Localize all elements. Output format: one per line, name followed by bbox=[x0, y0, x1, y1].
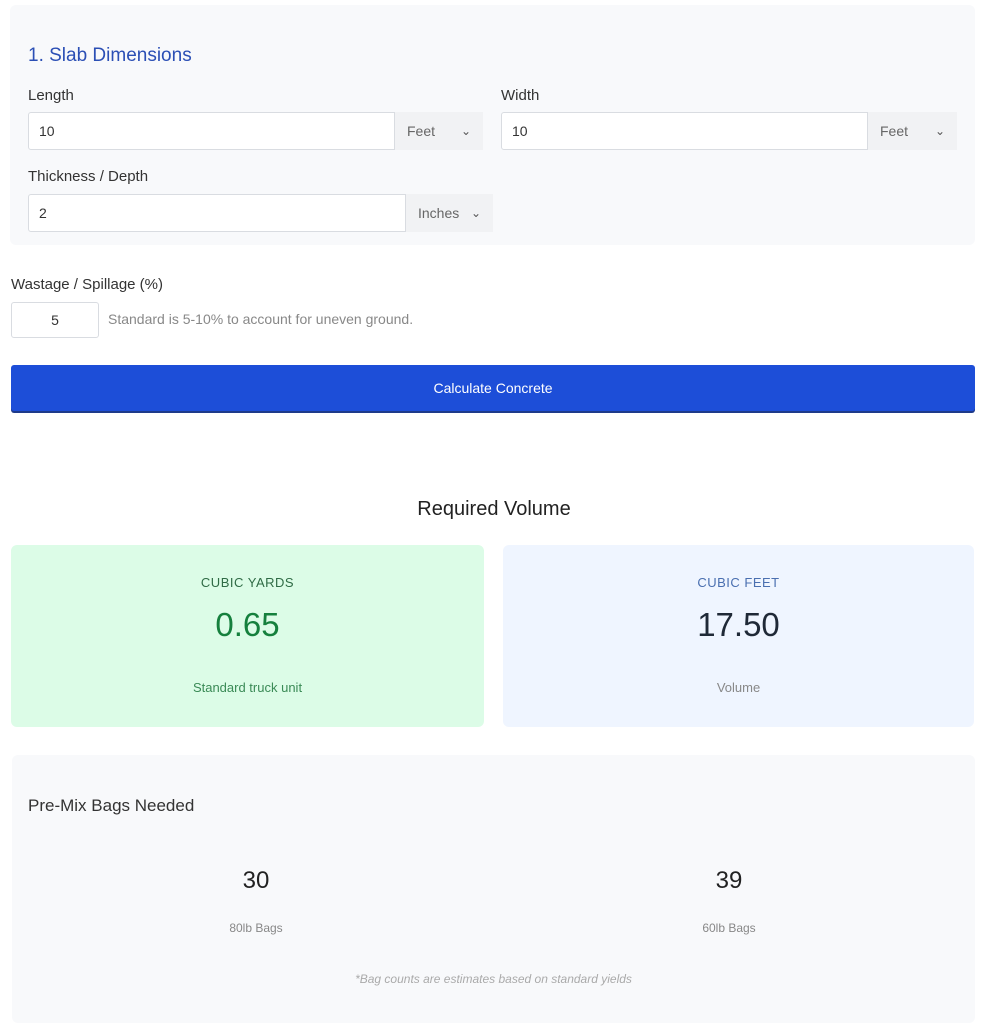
wastage-label: Wastage / Spillage (%) bbox=[11, 276, 164, 293]
bag-80lb: 30 80lb Bags bbox=[106, 867, 406, 935]
length-unit-select[interactable]: Feet ⌄ bbox=[395, 112, 483, 150]
cubic-feet-card: CUBIC FEET 17.50 Volume bbox=[503, 545, 974, 727]
length-unit: Feet bbox=[407, 123, 436, 139]
chevron-down-icon: ⌄ bbox=[470, 206, 481, 220]
width-label: Width bbox=[501, 87, 540, 104]
bag-80lb-count: 30 bbox=[242, 867, 270, 894]
section-title: 1. Slab Dimensions bbox=[28, 45, 192, 66]
wastage-input[interactable]: 5 bbox=[11, 302, 99, 338]
bag-60lb-label: 60lb Bags bbox=[702, 921, 756, 935]
bag-60lb: 39 60lb Bags bbox=[579, 867, 879, 935]
length-label: Length bbox=[28, 87, 74, 104]
thickness-input[interactable]: 2 bbox=[28, 194, 406, 232]
cubic-yards-value: 0.65 bbox=[215, 606, 280, 643]
bag-60lb-count: 39 bbox=[715, 867, 743, 894]
chevron-down-icon: ⌄ bbox=[460, 124, 471, 138]
cubic-feet-sub: Volume bbox=[716, 680, 761, 695]
cubic-feet-caption: CUBIC FEET bbox=[697, 575, 780, 590]
width-unit: Feet bbox=[880, 123, 909, 139]
width-input[interactable]: 10 bbox=[501, 112, 868, 150]
thickness-unit: Inches bbox=[418, 205, 460, 221]
bags-panel: Pre-Mix Bags Needed 30 80lb Bags 39 60lb… bbox=[12, 755, 975, 1023]
thickness-unit-select[interactable]: Inches ⌄ bbox=[406, 194, 493, 232]
results-title: Required Volume bbox=[417, 498, 571, 520]
thickness-label: Thickness / Depth bbox=[28, 168, 149, 185]
bags-title: Pre-Mix Bags Needed bbox=[28, 796, 195, 815]
cubic-yards-caption: CUBIC YARDS bbox=[200, 575, 295, 590]
cubic-yards-card: CUBIC YARDS 0.65 Standard truck unit bbox=[11, 545, 484, 727]
cubic-yards-sub: Standard truck unit bbox=[192, 680, 303, 695]
cubic-feet-value: 17.50 bbox=[697, 606, 780, 643]
bag-80lb-label: 80lb Bags bbox=[229, 921, 283, 935]
wastage-hint: Standard is 5-10% to account for uneven … bbox=[108, 311, 414, 327]
chevron-down-icon: ⌄ bbox=[934, 124, 945, 138]
calculate-button[interactable]: Calculate Concrete bbox=[11, 365, 975, 411]
length-input[interactable]: 10 bbox=[28, 112, 395, 150]
bags-note: *Bag counts are estimates based on stand… bbox=[355, 972, 632, 986]
width-unit-select[interactable]: Feet ⌄ bbox=[868, 112, 957, 150]
